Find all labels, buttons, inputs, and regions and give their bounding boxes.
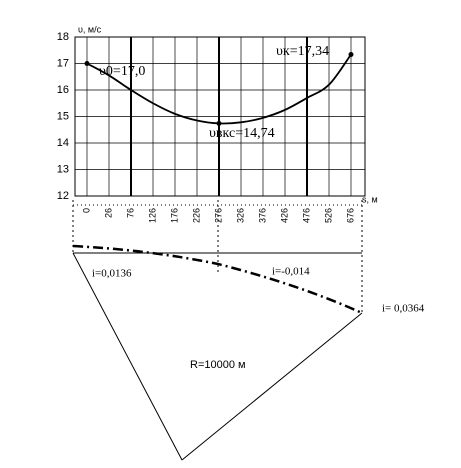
radius-label: R=10000 м — [190, 359, 246, 371]
x-tick-label: 26 — [103, 208, 113, 218]
gradient-label: i=-0,014 — [272, 266, 310, 278]
radius-line — [72, 252, 183, 461]
x-tick-label: 476 — [301, 208, 311, 223]
x-tick-label: 226 — [191, 208, 201, 223]
annotation: υвкс=14,74 — [209, 126, 275, 141]
x-tick-label: 76 — [125, 208, 135, 218]
y-tick-label: 16 — [57, 84, 69, 96]
point — [216, 120, 222, 126]
y-axis-label: υ, м/с — [78, 24, 102, 34]
profile-diagram — [72, 200, 363, 461]
x-tick-label: 426 — [279, 208, 289, 223]
profile-line — [72, 244, 363, 315]
y-tick-label: 15 — [57, 110, 69, 122]
y-tick-label: 18 — [57, 31, 69, 43]
x-tick-label: 0 — [81, 208, 91, 213]
annotation: υк=17,34 — [276, 44, 329, 59]
x-tick-label: 526 — [323, 208, 333, 223]
y-tick-label: 14 — [57, 137, 69, 149]
point — [348, 51, 354, 57]
x-tick-label: 676 — [345, 208, 355, 223]
annotation: υ0=17,0 — [99, 64, 145, 79]
gradient-label: i=0,0136 — [92, 268, 132, 280]
radius-line — [181, 312, 363, 461]
x-axis-label: s, м — [362, 194, 378, 204]
x-tick-label: 376 — [257, 208, 267, 223]
point — [84, 61, 90, 66]
x-tick-label: 176 — [169, 208, 179, 223]
y-tick-label: 12 — [57, 190, 69, 202]
y-tick-label: 17 — [57, 57, 69, 69]
x-tick-label: 126 — [147, 208, 157, 223]
gradient-label: i= 0,0364 — [382, 303, 425, 315]
y-tick-label: 13 — [57, 163, 69, 175]
x-tick-label: 326 — [235, 208, 245, 223]
x-tick-label: 276 — [213, 208, 223, 223]
